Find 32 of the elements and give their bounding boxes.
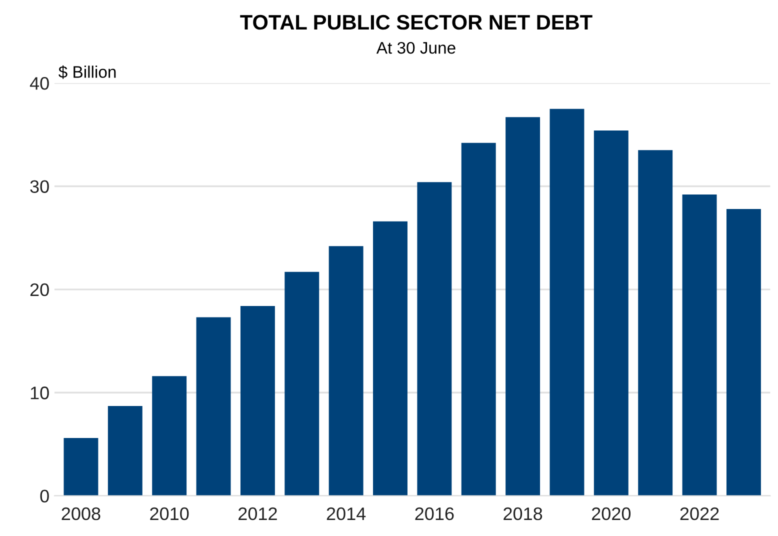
bar [328,246,364,496]
bar [64,438,98,496]
bar [638,150,673,496]
x-tick-label: 2008 [62,507,100,520]
y-tick-label: 20 [30,283,49,296]
x-tick-label: 2010 [150,507,189,520]
x-tick-label: 2022 [680,507,719,520]
x-tick-label: 2020 [592,507,631,520]
bar [108,406,142,496]
y-tick-label: 0 [40,490,49,503]
bar [152,376,187,496]
y-tick-label: 40 [30,77,49,90]
x-tick-label: 2016 [415,507,454,520]
y-tick-label: 30 [30,180,49,193]
bar [461,142,496,496]
bar [550,108,584,496]
chart-title: TOTAL PUBLIC SECTOR NET DEBT [240,14,592,30]
bar [240,306,275,496]
x-tick-label: 2018 [504,507,542,520]
chart-subtitle: At 30 June [376,42,456,54]
bar [506,117,540,496]
bar [726,208,761,496]
bar [284,272,320,496]
bar [417,182,452,496]
y-axis-title: $ Billion [58,65,116,79]
y-tick-label: 10 [30,386,49,400]
bar [594,130,628,496]
bar [682,194,717,496]
bar [196,317,231,496]
bar [373,221,408,496]
x-tick-label: 2012 [238,507,277,520]
x-tick-label: 2014 [326,507,366,520]
